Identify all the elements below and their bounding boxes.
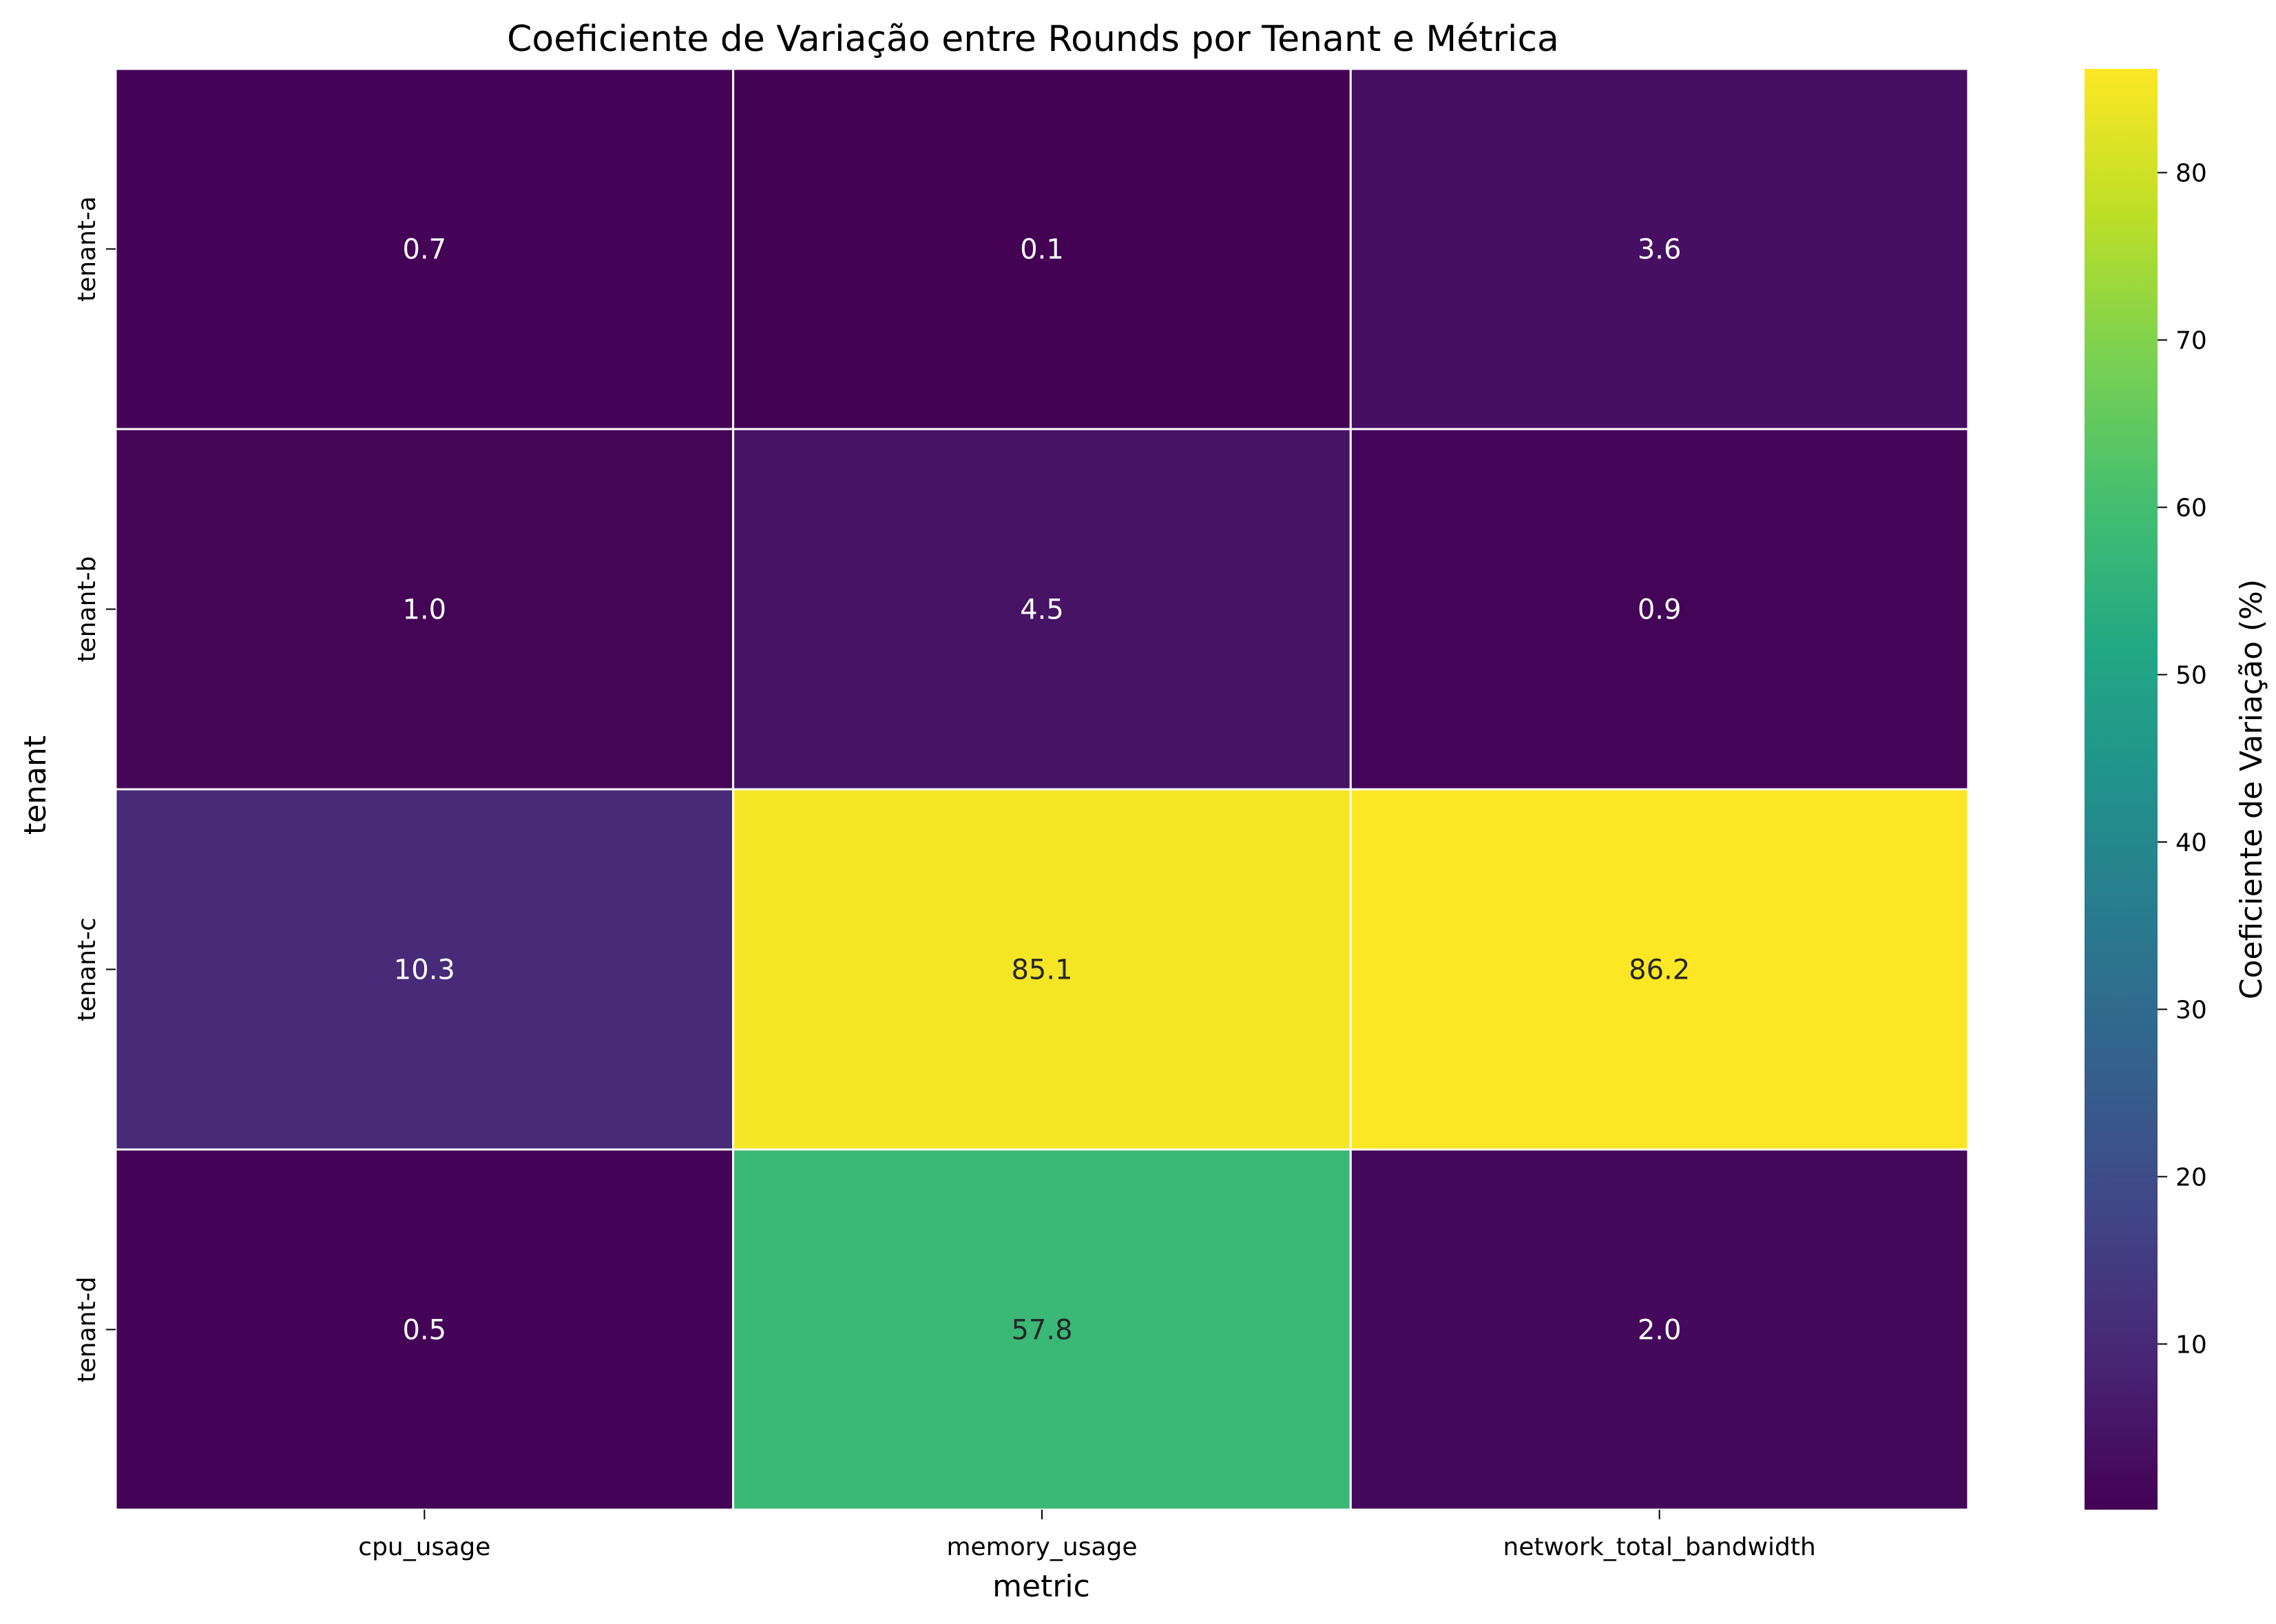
heatmap-cells (114, 67, 1970, 1511)
heatmap-cell-labels: 0.7 0.1 3.6 1.0 4.5 0.9 10.3 85.1 86.2 0.5 57.8 2.0 (394, 234, 1690, 1346)
colorbar-tick-label: 20 (2175, 1163, 2207, 1191)
y-axis-ticks: tenant-a tenant-b tenant-c tenant-d (73, 196, 116, 1383)
heatmap-cell-tenant-a-cpu_usage (114, 67, 735, 430)
colorbar-label: Coeficiente de Variação (%) (2234, 579, 2269, 999)
cell-value-label: 85.1 (1011, 955, 1072, 986)
colorbar-tick-label: 30 (2175, 997, 2207, 1025)
colorbar-tick-label: 50 (2175, 662, 2207, 690)
cell-value-label: 0.1 (1020, 234, 1064, 266)
x-tick-label-cpu_usage: cpu_usage (358, 1533, 490, 1561)
cell-value-label: 10.3 (394, 955, 455, 986)
cell-value-label: 86.2 (1629, 955, 1690, 986)
colorbar-ticks: 10 20 30 40 50 60 70 80 (2158, 160, 2207, 1359)
colorbar (2085, 69, 2158, 1510)
cell-value-label: 0.7 (403, 234, 447, 266)
colorbar-tick-label: 60 (2175, 495, 2207, 523)
heatmap-cell-tenant-b-network_total_bandwidth (1349, 428, 1970, 791)
cell-value-label: 1.0 (403, 594, 447, 626)
cell-value-label: 2.0 (1638, 1315, 1682, 1346)
heatmap-cell-tenant-b-memory_usage (732, 428, 1352, 791)
x-axis-label: metric (992, 1569, 1090, 1604)
x-tick-label-memory_usage: memory_usage (946, 1533, 1137, 1561)
heatmap-cell-tenant-d-cpu_usage (114, 1148, 735, 1511)
heatmap-cell-tenant-a-memory_usage (732, 67, 1352, 430)
cell-value-label: 3.6 (1638, 234, 1682, 266)
x-axis-ticks: cpu_usage memory_usage network_total_bandw… (358, 1510, 1816, 1561)
heatmap-cell-tenant-c-memory_usage (732, 788, 1352, 1151)
cell-value-label: 0.9 (1638, 594, 1682, 626)
cell-value-label: 0.5 (403, 1315, 447, 1346)
y-tick-label-tenant-c: tenant-c (73, 917, 101, 1021)
y-tick-label-tenant-a: tenant-a (73, 196, 101, 302)
heatmap-cell-tenant-b-cpu_usage (114, 428, 735, 791)
y-axis-label: tenant (18, 736, 53, 835)
cell-value-label: 4.5 (1020, 594, 1064, 626)
heatmap-cell-tenant-d-network_total_bandwidth (1349, 1148, 1970, 1511)
heatmap-cell-tenant-c-cpu_usage (114, 788, 735, 1151)
y-tick-label-tenant-b: tenant-b (73, 556, 101, 663)
y-tick-label-tenant-d: tenant-d (73, 1277, 101, 1383)
colorbar-tick-label: 40 (2175, 829, 2207, 857)
colorbar-tick-label: 10 (2175, 1331, 2207, 1359)
cell-value-label: 57.8 (1011, 1315, 1072, 1346)
colorbar-tick-label: 80 (2175, 160, 2207, 188)
chart-title: Coeficiente de Variação entre Rounds por… (507, 19, 1559, 60)
heatmap-cell-tenant-a-network_total_bandwidth (1349, 67, 1970, 430)
x-tick-label-network_total_bandwidth: network_total_bandwidth (1503, 1533, 1816, 1561)
colorbar-tick-label: 70 (2175, 327, 2207, 355)
